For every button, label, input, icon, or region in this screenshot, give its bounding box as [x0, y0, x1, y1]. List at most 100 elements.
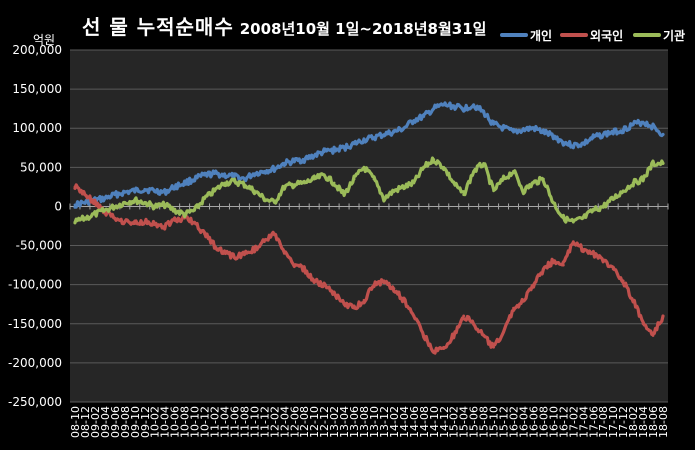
x-tick-label: 16-12 — [557, 406, 570, 438]
y-tick-label: 150,000 — [12, 82, 62, 96]
data-point — [482, 162, 486, 165]
data-point — [282, 162, 286, 165]
data-point — [123, 220, 127, 224]
x-tick-label: 15-04 — [458, 406, 471, 438]
data-point — [611, 197, 615, 201]
x-tick-label: 09-10 — [129, 406, 142, 438]
data-point — [223, 173, 226, 177]
x-tick-label: 17-08 — [597, 406, 610, 438]
x-tick-label: 10-08 — [179, 406, 192, 438]
data-point — [651, 162, 655, 165]
x-tick-label: 18-08 — [657, 406, 670, 438]
data-point — [442, 165, 446, 169]
x-tick-label: 16-10 — [547, 406, 560, 438]
data-point — [262, 197, 266, 201]
data-point — [452, 334, 456, 337]
data-point — [502, 126, 505, 130]
data-point — [83, 193, 87, 197]
data-point — [83, 201, 87, 204]
x-tick-label: 15-08 — [478, 406, 491, 438]
data-point — [312, 154, 316, 158]
data-point — [252, 189, 256, 193]
data-point — [342, 193, 346, 197]
data-point — [551, 201, 555, 204]
x-tick-label: 14-10 — [428, 406, 441, 438]
chart-title: 선 물 누적순매수 2008년10월 1일~2018년8월31일 — [82, 11, 486, 40]
x-tick-label: 09-04 — [99, 406, 112, 438]
data-point — [601, 133, 605, 136]
legend-label-institution: 기관 — [663, 29, 686, 43]
data-point — [193, 208, 196, 212]
data-point — [532, 181, 535, 185]
data-point — [611, 267, 615, 271]
data-point — [213, 189, 216, 193]
data-point — [402, 126, 406, 130]
data-point — [292, 159, 296, 163]
data-point — [631, 122, 635, 126]
series-line-3 — [73, 156, 665, 225]
data-point — [252, 248, 256, 251]
data-point — [282, 185, 286, 189]
data-point — [502, 177, 505, 181]
data-point — [502, 330, 505, 333]
data-point — [143, 187, 147, 191]
data-point — [462, 314, 466, 318]
data-point — [641, 177, 645, 181]
data-point — [621, 189, 625, 193]
data-point — [243, 183, 246, 186]
legend: 개인 외국인 기관 — [500, 26, 690, 44]
x-tick-label: 13-02 — [328, 406, 341, 438]
data-point — [272, 232, 276, 236]
data-point — [571, 240, 575, 244]
data-point — [332, 291, 336, 294]
data-point — [631, 181, 635, 185]
data-point — [581, 248, 585, 251]
chart-title-period: 2008년10월 1일~2018년8월31일 — [239, 20, 487, 38]
x-tick-label: 14-04 — [398, 406, 411, 438]
data-point — [522, 189, 525, 193]
data-point — [412, 119, 416, 122]
x-tick-label: 12-12 — [318, 406, 331, 438]
data-point — [601, 205, 605, 208]
data-point — [512, 169, 515, 173]
data-point — [302, 158, 306, 161]
data-point — [532, 283, 535, 287]
data-point — [422, 115, 426, 118]
data-point — [382, 279, 386, 283]
x-tick-label: 18-06 — [647, 406, 660, 438]
data-point — [591, 251, 595, 255]
y-tick-label: -150,000 — [8, 317, 62, 331]
x-tick-label: 17-04 — [577, 406, 590, 438]
data-point — [183, 181, 187, 185]
data-point — [342, 302, 346, 306]
y-tick-label: 0 — [54, 199, 62, 213]
data-point — [312, 177, 316, 181]
data-point — [133, 189, 137, 193]
data-point — [561, 216, 565, 220]
x-tick-label: 17-02 — [567, 406, 580, 438]
data-point — [262, 240, 266, 244]
x-tick-label: 13-08 — [358, 406, 371, 438]
x-tick-label: 17-10 — [607, 406, 620, 438]
data-point — [542, 177, 545, 181]
x-tick-label: 14-12 — [438, 406, 451, 438]
data-point — [193, 220, 196, 224]
y-tick-label: 100,000 — [12, 121, 62, 135]
data-point — [422, 165, 426, 169]
data-point — [362, 138, 366, 142]
data-point — [661, 314, 665, 318]
data-point — [153, 189, 157, 193]
x-tick-label: 13-06 — [348, 406, 361, 438]
data-point — [163, 224, 167, 228]
data-point — [332, 181, 336, 185]
x-tick-label: 15-12 — [498, 406, 511, 438]
x-tick-label: 10-06 — [169, 406, 182, 438]
data-point — [133, 222, 137, 226]
x-tick-label: 12-06 — [288, 406, 301, 438]
data-point — [382, 133, 386, 136]
data-point — [233, 180, 236, 183]
data-point — [452, 181, 456, 185]
data-point — [233, 175, 236, 179]
data-point — [163, 190, 167, 194]
data-point — [372, 177, 376, 181]
